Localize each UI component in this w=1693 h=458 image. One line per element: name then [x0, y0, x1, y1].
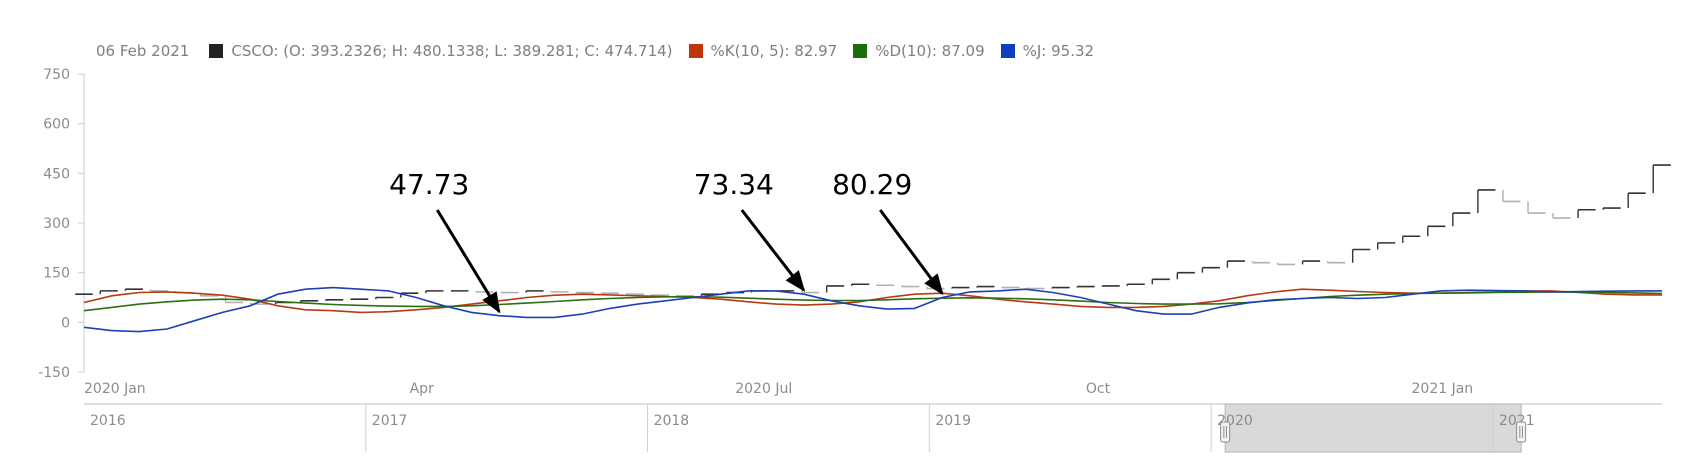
y-tick-label: 150: [43, 266, 70, 282]
annotation-label: 47.73: [389, 168, 469, 201]
navigator-year-label: 2019: [935, 413, 971, 429]
y-tick-label: -150: [38, 365, 70, 381]
legend-label-k: %K(10, 5): 82.97: [710, 42, 838, 60]
annotation-arrow: [879, 209, 944, 296]
legend-item-k[interactable]: %K(10, 5): 82.97: [688, 42, 838, 60]
navigator[interactable]: 2016 2017 2018 2019 2020 2021: [84, 403, 1662, 453]
j-line: [83, 286, 1662, 333]
axes: 750 600 450 300 150 0 -150 2020 Jan Apr 2020 Jul O…: [38, 67, 1473, 397]
chart-legend: 06 Feb 2021 CSCO: (O: 393.2326; H: 480.1…: [96, 42, 1110, 60]
x-tick-label: Apr: [410, 381, 434, 397]
legend-item-d[interactable]: %D(10): 87.09: [853, 42, 985, 60]
annotations: 47.73 73.34 80.29: [389, 168, 944, 314]
y-tick-label: 600: [43, 117, 70, 133]
y-tick-label: 0: [61, 315, 70, 331]
annotation-label: 73.34: [694, 168, 774, 201]
navigator-year-label: 2016: [90, 413, 126, 429]
navigator-year-label: 2017: [372, 413, 408, 429]
legend-label-d: %D(10): 87.09: [875, 42, 985, 60]
legend-item-j[interactable]: %J: 95.32: [1000, 42, 1095, 60]
legend-swatch-d: [853, 44, 868, 58]
legend-item-ohlc[interactable]: CSCO: (O: 393.2326; H: 480.1338; L: 389.…: [209, 42, 673, 60]
d-line: [83, 291, 1663, 312]
x-tick-label: Oct: [1086, 381, 1111, 397]
x-tick-label: 2020 Jan: [84, 381, 146, 397]
indicator-lines: [83, 286, 1663, 333]
x-tick-label: 2021 Jan: [1412, 381, 1474, 397]
navigator-selection[interactable]: [1224, 403, 1522, 453]
legend-date: 06 Feb 2021: [96, 42, 190, 60]
y-tick-label: 750: [43, 67, 70, 83]
x-tick-label: 2020 Jul: [735, 381, 792, 397]
annotation-arrow: [740, 209, 806, 292]
y-tick-label: 300: [43, 216, 70, 232]
legend-label-j: %J: 95.32: [1022, 42, 1095, 60]
navigator-year-label: 2018: [654, 413, 690, 429]
navigator-right-handle[interactable]: [1516, 421, 1527, 443]
legend-swatch-ohlc: [209, 44, 224, 58]
annotation-arrow: [435, 209, 501, 314]
legend-swatch-j: [1000, 44, 1015, 58]
annotation-label: 80.29: [832, 168, 912, 201]
navigator-left-handle[interactable]: [1220, 421, 1231, 443]
y-tick-label: 450: [43, 166, 70, 182]
legend-swatch-k: [688, 44, 703, 58]
legend-label-ohlc: CSCO: (O: 393.2326; H: 480.1338; L: 389.…: [231, 42, 673, 60]
